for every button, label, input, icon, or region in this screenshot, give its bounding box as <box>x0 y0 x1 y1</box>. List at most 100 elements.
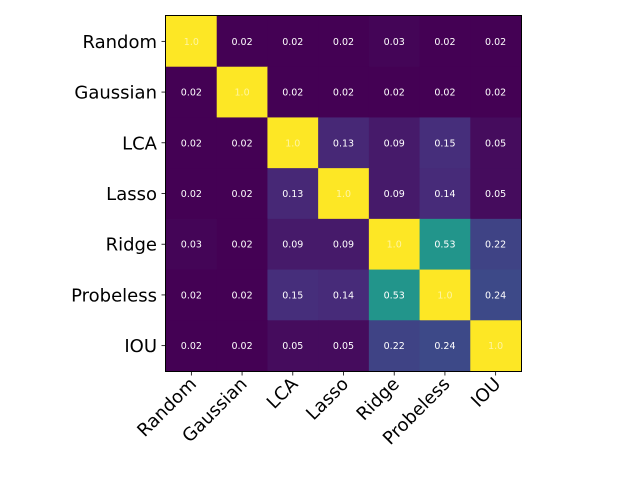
cell-value-label: 0.53 <box>434 240 455 251</box>
y-tick-label: Lasso <box>106 184 157 205</box>
cell-value-label: 0.14 <box>333 290 354 301</box>
cell-value-label: 0.02 <box>181 138 202 149</box>
cell-value-label: 1.0 <box>336 189 351 200</box>
heatmap-cell-6-1 <box>216 320 269 372</box>
cell-value-label: 0.03 <box>181 240 202 251</box>
y-tick-label: IOU <box>124 336 157 357</box>
heatmap-cell-0-5 <box>419 16 471 68</box>
heatmap-cell-0-4 <box>368 16 421 68</box>
cell-value-label: 0.09 <box>384 138 405 149</box>
cell-value-label: 0.02 <box>333 88 354 99</box>
heatmap-cell-3-5 <box>419 168 471 220</box>
heatmap-cell-4-6 <box>470 218 522 271</box>
cell-value-label: 0.02 <box>231 189 252 200</box>
cell-value-label: 0.02 <box>231 290 252 301</box>
x-tick-label: IOU <box>467 374 505 412</box>
cell-value-label: 1.0 <box>235 88 250 99</box>
cell-value-label: 0.02 <box>282 88 303 99</box>
heatmap-cell-3-2 <box>267 168 319 220</box>
heatmap-cell-4-0 <box>166 218 218 271</box>
heatmap-cell-0-1 <box>216 16 269 68</box>
cell-value-label: 0.02 <box>181 88 202 99</box>
y-tick-label: LCA <box>122 133 158 154</box>
cell-value-label: 0.05 <box>485 189 506 200</box>
cell-value-label: 0.24 <box>434 341 455 352</box>
heatmap-cell-2-1 <box>216 117 269 169</box>
heatmap-cell-1-1 <box>216 66 269 119</box>
cell-value-label: 1.0 <box>184 37 199 48</box>
y-axis-tick-labels: Random Gaussian LCA Lasso Ridge Probeless IOU <box>71 32 158 357</box>
heatmap-cell-1-6 <box>470 66 522 119</box>
cell-value-label: 1.0 <box>488 341 503 352</box>
heatmap-cell-1-2 <box>267 66 319 119</box>
cell-value-label: 0.53 <box>384 290 405 301</box>
cell-value-label: 0.13 <box>282 189 303 200</box>
y-tick-label: Random <box>82 32 157 53</box>
heatmap-cell-0-3 <box>318 16 370 68</box>
cell-value-label: 1.0 <box>285 138 300 149</box>
heatmap-cell-5-5 <box>419 269 471 321</box>
heatmap-cell-3-4 <box>368 168 421 220</box>
heatmap-cell-4-4 <box>368 218 421 271</box>
cell-value-label: 0.09 <box>384 189 405 200</box>
cell-value-label: 0.02 <box>282 37 303 48</box>
heatmap-cell-6-3 <box>318 320 370 372</box>
cell-value-label: 0.03 <box>384 37 405 48</box>
cell-value-label: 0.09 <box>282 240 303 251</box>
cell-value-label: 0.15 <box>434 138 455 149</box>
y-tick-label: Ridge <box>106 235 157 256</box>
heatmap-cell-6-2 <box>267 320 319 372</box>
heatmap-cell-3-6 <box>470 168 522 220</box>
heatmap-cell-1-3 <box>318 66 370 119</box>
heatmap-cell-6-4 <box>368 320 421 372</box>
heatmap-cell-1-5 <box>419 66 471 119</box>
cell-value-label: 1.0 <box>437 290 452 301</box>
heatmap-cell-0-2 <box>267 16 319 68</box>
cell-value-label: 0.02 <box>434 88 455 99</box>
cell-value-label: 0.22 <box>384 341 405 352</box>
heatmap-cell-5-3 <box>318 269 370 321</box>
heatmap-cell-2-3 <box>318 117 370 169</box>
cell-value-label: 0.02 <box>231 37 252 48</box>
heatmap-cell-labels: 1.0 0.02 0.02 0.02 0.03 0.02 0.02 0.02 1.0 0.02 0.… <box>181 37 506 352</box>
heatmap-cells <box>166 16 522 372</box>
heatmap-cell-6-5 <box>419 320 471 372</box>
heatmap-cell-5-0 <box>166 269 218 321</box>
cell-value-label: 0.13 <box>333 138 354 149</box>
heatmap-cell-2-5 <box>419 117 471 169</box>
heatmap-cell-0-0 <box>166 16 218 68</box>
heatmap-cell-3-3 <box>318 168 370 220</box>
cell-value-label: 0.05 <box>485 138 506 149</box>
heatmap-cell-6-6 <box>470 320 522 372</box>
cell-value-label: 0.02 <box>485 88 506 99</box>
heatmap-cell-2-4 <box>368 117 421 169</box>
cell-value-label: 0.05 <box>333 341 354 352</box>
cell-value-label: 0.02 <box>384 88 405 99</box>
y-tick-label: Gaussian <box>74 83 157 104</box>
cell-value-label: 0.24 <box>485 290 506 301</box>
heatmap-cell-5-2 <box>267 269 319 321</box>
cell-value-label: 0.02 <box>434 37 455 48</box>
x-tick-label: Lasso <box>302 374 353 425</box>
cell-value-label: 0.15 <box>282 290 303 301</box>
heatmap-cell-3-1 <box>216 168 269 220</box>
heatmap-cell-3-0 <box>166 168 218 220</box>
heatmap-cell-4-5 <box>419 218 471 271</box>
cell-value-label: 0.02 <box>181 341 202 352</box>
cell-value-label: 0.14 <box>434 189 455 200</box>
cell-value-label: 0.02 <box>181 189 202 200</box>
heatmap-cell-2-2 <box>267 117 319 169</box>
heatmap-cell-1-0 <box>166 66 218 119</box>
cell-value-label: 1.0 <box>387 240 402 251</box>
cell-value-label: 0.09 <box>333 240 354 251</box>
cell-value-label: 0.02 <box>181 290 202 301</box>
heatmap-cell-2-6 <box>470 117 522 169</box>
heatmap-cell-4-2 <box>267 218 319 271</box>
heatmap-cell-0-6 <box>470 16 522 68</box>
heatmap-cell-5-4 <box>368 269 421 321</box>
cell-value-label: 0.02 <box>333 37 354 48</box>
heatmap-cell-5-6 <box>470 269 522 321</box>
heatmap-cell-5-1 <box>216 269 269 321</box>
cell-value-label: 0.05 <box>282 341 303 352</box>
